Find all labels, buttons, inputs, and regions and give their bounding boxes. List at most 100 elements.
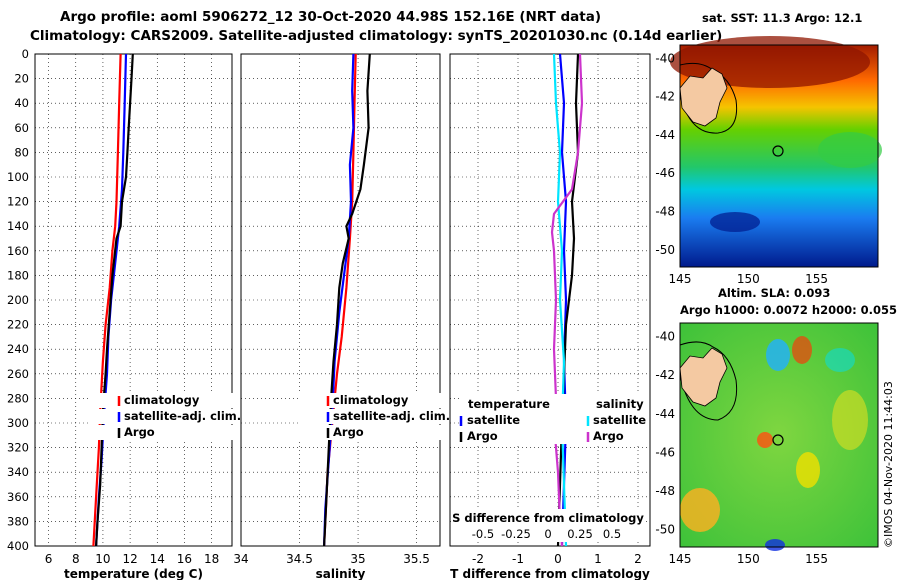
x-tick-label: 12: [122, 552, 137, 566]
salinity-tick-label: -0.5: [472, 527, 494, 541]
legend-label: Argo: [467, 429, 498, 443]
legend-bg: [298, 425, 448, 440]
sla-blob-5: [680, 488, 720, 532]
x-axis-label: salinity: [316, 567, 366, 580]
y-tick-label: 160: [7, 244, 29, 258]
series-line-s-argo: [550, 53, 584, 547]
map-x-tick-label: 145: [669, 552, 692, 566]
y-tick-label: 360: [7, 490, 29, 504]
temperature-panel: 6 8 10 12 14 16 180204060801001201401601802002…: [7, 47, 241, 580]
legend-label: Argo: [593, 429, 624, 443]
sla-coast-outline: [679, 341, 738, 421]
x-tick-label: -1: [512, 552, 524, 566]
legend-label: climatology: [333, 393, 409, 407]
y-tick-label: 0: [22, 47, 29, 61]
y-tick-label: 100: [7, 170, 29, 184]
x-tick-label: 10: [95, 552, 110, 566]
y-tick-label: 380: [7, 514, 29, 528]
x-tick-label: 16: [177, 552, 192, 566]
salinity-axis-bg: [454, 509, 646, 542]
y-tick-label: 340: [7, 465, 29, 479]
x-tick-label: 14: [150, 552, 165, 566]
y-tick-label: 180: [7, 268, 29, 282]
legend-label: Argo: [124, 425, 155, 439]
sst-coast-outline: [679, 62, 738, 134]
salinity-tick-label: 0: [544, 527, 551, 541]
x-tick-label: 8: [72, 552, 80, 566]
sla-tasmania-land: [679, 347, 728, 407]
legend-label: Argo: [333, 425, 364, 439]
map-y-tick-label: -40: [655, 51, 675, 65]
sla-blob-6: [832, 390, 868, 450]
y-tick-label: 140: [7, 219, 29, 233]
x-axis-label: temperature (deg C): [64, 567, 203, 580]
map-x-tick-label: 150: [737, 272, 760, 286]
map-y-tick-label: -46: [655, 445, 675, 459]
map-x-tick-label: 150: [737, 552, 760, 566]
y-tick-label: 240: [7, 342, 29, 356]
legend-label: satellite-adj. clim.: [333, 409, 450, 423]
y-tick-label: 400: [7, 539, 29, 553]
y-tick-label: 260: [7, 367, 29, 381]
map-y-tick-label: -50: [655, 523, 675, 537]
map-x-tick-label: 145: [669, 272, 692, 286]
x-tick-label: 2: [634, 552, 642, 566]
legend-bg: [298, 409, 448, 424]
map-y-tick-label: -48: [655, 484, 675, 498]
series-line-t-satellite: [558, 53, 568, 547]
sst-map-frame: [679, 44, 879, 268]
y-tick-label: 40: [14, 96, 29, 110]
y-tick-label: 200: [7, 293, 29, 307]
title-line-2: Climatology: CARS2009. Satellite-adjuste…: [30, 28, 722, 44]
series-line-argo: [95, 53, 134, 547]
x-tick-label: 35.5: [403, 552, 430, 566]
x-tick-label: 34.5: [286, 552, 313, 566]
x-tick-label: 6: [45, 552, 53, 566]
series-line-s-satellite: [552, 53, 568, 547]
legend-label: climatology: [124, 393, 200, 407]
legend-label: satellite-adj. clim.: [124, 409, 241, 423]
x-tick-label: -2: [472, 552, 484, 566]
map-y-tick-label: -50: [655, 243, 675, 257]
sst-cold-patch: [710, 212, 760, 232]
legend-bg: [89, 409, 239, 424]
sst-map-axes: 145 150 155 -40 -42 -44 -46 -48 -50: [655, 51, 828, 286]
legend-bg: [298, 393, 448, 408]
sla-blob-8: [765, 539, 785, 551]
legend-label: satellite: [593, 413, 646, 427]
legend-header: salinity: [596, 397, 644, 411]
y-tick-label: 20: [14, 72, 29, 86]
difference-panel: -2 -1 0 1 2T difference from climatology temp…: [449, 53, 651, 580]
x-tick-label: 34: [233, 552, 248, 566]
x-axis-label: T difference from climatology: [450, 567, 650, 580]
sst-map: [670, 36, 882, 268]
map-y-tick-label: -42: [655, 90, 675, 104]
y-tick-label: 80: [14, 145, 29, 159]
x-tick-label: 1: [594, 552, 602, 566]
y-tick-label: 300: [7, 416, 29, 430]
salinity-tick-label: 0.5: [603, 527, 621, 541]
sst-tasmania-land: [679, 67, 728, 127]
sla-map-frame: [679, 322, 879, 548]
sla-blob-3: [796, 452, 820, 488]
sla-map-title-1: Altim. SLA: 0.093: [718, 286, 830, 300]
sla-profile-marker: [772, 434, 784, 446]
y-tick-label: 220: [7, 318, 29, 332]
x-tick-label: 35: [350, 552, 365, 566]
plot-frame: [34, 53, 233, 547]
title-line-1: Argo profile: aoml 5906272_12 30-Oct-202…: [60, 9, 601, 25]
salinity-axis-label: S difference from climatology: [452, 511, 644, 525]
map-x-tick-label: 155: [805, 272, 828, 286]
y-tick-label: 120: [7, 195, 29, 209]
x-tick-label: 0: [554, 552, 562, 566]
legend-bg: [462, 394, 648, 444]
salinity-tick-label: 0.25: [567, 527, 593, 541]
sla-map-title-2: Argo h1000: 0.0072 h2000: 0.055: [680, 303, 897, 317]
sla-blob-7: [825, 348, 855, 372]
sla-map-axes: 145 150 155 -40 -42 -44 -46 -48 -50: [655, 330, 828, 566]
legend-bg: [89, 393, 239, 408]
map-y-tick-label: -44: [655, 407, 675, 421]
y-tick-label: 320: [7, 441, 29, 455]
y-tick-label: 60: [14, 121, 29, 135]
